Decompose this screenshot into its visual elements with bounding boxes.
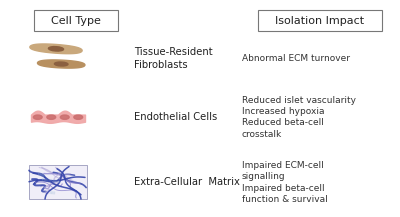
Ellipse shape — [33, 115, 42, 119]
Ellipse shape — [48, 47, 64, 51]
Polygon shape — [30, 44, 82, 54]
Ellipse shape — [60, 115, 69, 119]
Ellipse shape — [74, 115, 83, 119]
Text: shhhhhhh: shhhhhhh — [41, 178, 62, 185]
Bar — [29, 166, 87, 199]
Text: Abnormal ECM turnover: Abnormal ECM turnover — [242, 54, 350, 63]
Ellipse shape — [54, 62, 68, 66]
Ellipse shape — [47, 115, 56, 119]
Text: Extra-Cellular  Matrix: Extra-Cellular Matrix — [134, 177, 240, 187]
Text: Sllll: Sllll — [49, 191, 56, 196]
Text: Impaired ECM-cell
signalling
Impaired beta-cell
function & survival: Impaired ECM-cell signalling Impaired be… — [242, 161, 328, 204]
Text: Tissue-Resident
Fibroblasts: Tissue-Resident Fibroblasts — [134, 47, 213, 70]
FancyBboxPatch shape — [34, 10, 118, 31]
Text: Endothelial Cells: Endothelial Cells — [134, 112, 217, 122]
Text: Reduced islet vascularity
Increased hypoxia
Reduced beta-cell
crosstalk: Reduced islet vascularity Increased hypo… — [242, 95, 356, 139]
Polygon shape — [38, 60, 85, 68]
FancyBboxPatch shape — [258, 10, 382, 31]
Text: Cell Type: Cell Type — [51, 16, 101, 26]
Text: filllll: filllll — [37, 172, 46, 178]
Text: Isolation Impact: Isolation Impact — [276, 16, 364, 26]
